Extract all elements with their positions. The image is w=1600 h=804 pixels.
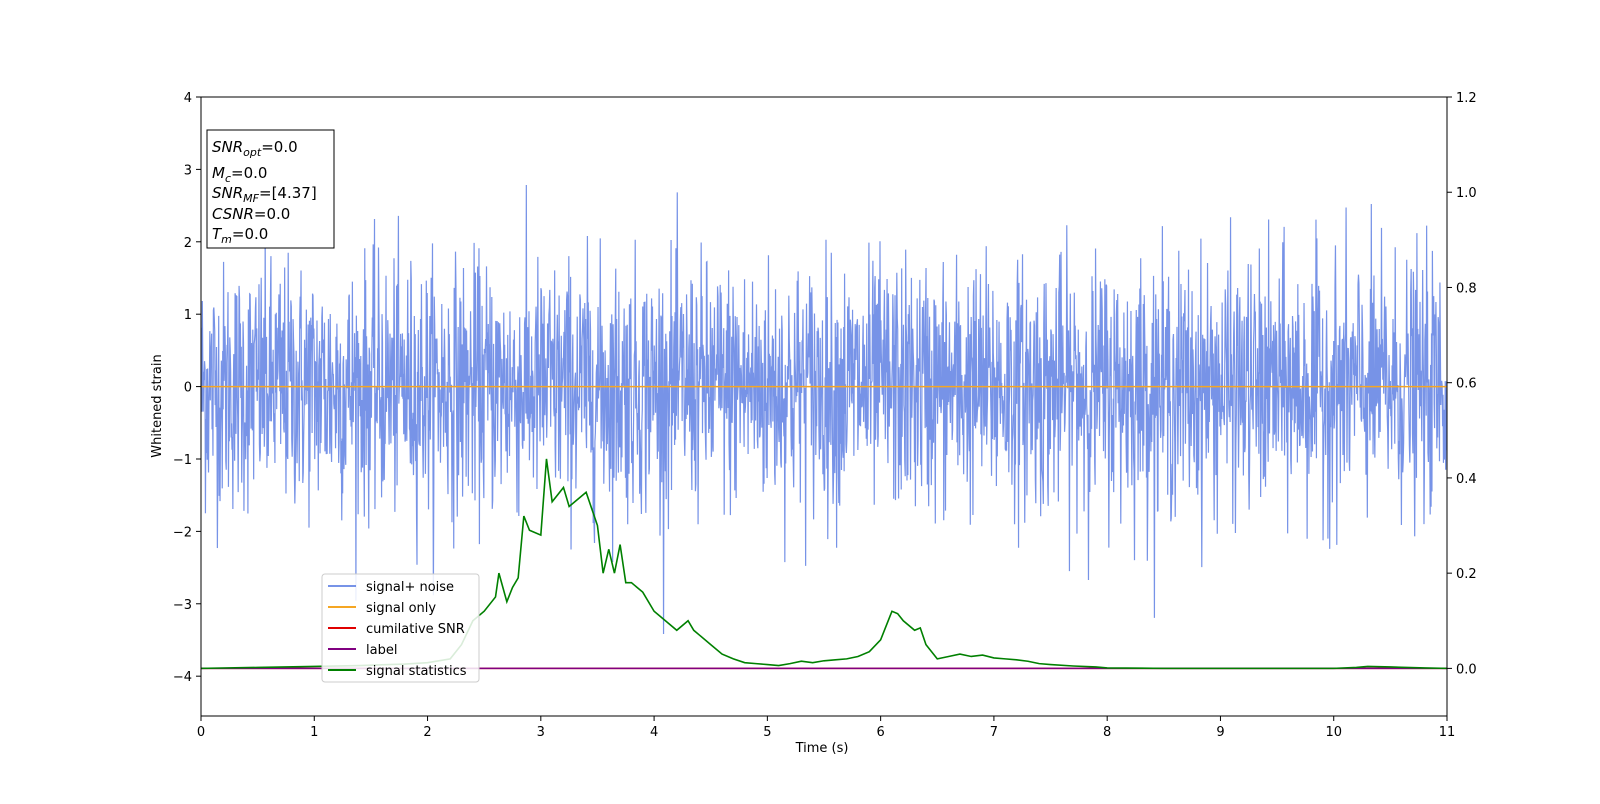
signal-plus-noise-line bbox=[201, 185, 1447, 635]
y2-tick-label: 0.8 bbox=[1456, 281, 1477, 296]
y-tick-label: 0 bbox=[184, 381, 192, 396]
y-tick-label: −1 bbox=[173, 453, 192, 468]
y-tick-label: −3 bbox=[173, 598, 192, 613]
x-tick-label: 2 bbox=[423, 725, 431, 740]
x-tick-label: 11 bbox=[1439, 725, 1456, 740]
legend-label: signal statistics bbox=[366, 664, 467, 679]
x-tick-label: 8 bbox=[1103, 725, 1111, 740]
x-tick-label: 0 bbox=[197, 725, 205, 740]
x-tick-label: 3 bbox=[537, 725, 545, 740]
y2-tick-label: 1.2 bbox=[1456, 91, 1477, 106]
y-tick-label: −2 bbox=[173, 525, 192, 540]
x-tick-label: 7 bbox=[990, 725, 998, 740]
x-tick-label: 5 bbox=[763, 725, 771, 740]
y-tick-label: 3 bbox=[184, 163, 192, 178]
axes bbox=[196, 96, 1452, 721]
legend-label: cumilative SNR bbox=[366, 622, 465, 637]
tick-labels: 0 1 2 3 4 5 6 7 8 9 10 11 −4 −3 −2 −1 0 1 2 3 4 0.0 0.2 0.4 0.6 0… bbox=[173, 91, 1477, 740]
annotation-line: SNRopt=0.0 bbox=[212, 138, 298, 159]
y-tick-label: −4 bbox=[173, 670, 192, 685]
annotation-line: Mc=0.0 bbox=[212, 164, 267, 185]
x-tick-label: 10 bbox=[1325, 725, 1342, 740]
y-axis-label: Whitened strain bbox=[150, 354, 165, 457]
annotation-line: Tm=0.0 bbox=[212, 225, 268, 246]
x-tick-label: 1 bbox=[310, 725, 318, 740]
legend-label: label bbox=[366, 643, 397, 658]
y2-tick-label: 0.0 bbox=[1456, 662, 1477, 677]
legend-label: signal only bbox=[366, 601, 436, 616]
legend-frame bbox=[321, 573, 480, 683]
signal-plus-noise-series bbox=[201, 185, 1447, 635]
annotation-line: SNRMF=[4.37] bbox=[212, 184, 317, 205]
legend: signal+ noise signal only cumilative SNR la… bbox=[321, 573, 480, 683]
y-tick-label: 1 bbox=[184, 308, 192, 323]
y2-tick-label: 1.0 bbox=[1456, 186, 1477, 201]
x-axis-label: Time (s) bbox=[795, 741, 849, 756]
plot-frame bbox=[200, 96, 1448, 717]
x-tick-label: 9 bbox=[1216, 725, 1224, 740]
y-tick-label: 2 bbox=[184, 236, 192, 251]
legend-label: signal+ noise bbox=[366, 580, 454, 595]
annotation-line: CSNR=0.0 bbox=[212, 205, 290, 223]
y2-tick-label: 0.4 bbox=[1456, 472, 1477, 487]
y2-tick-label: 0.2 bbox=[1456, 567, 1477, 582]
annotation-frame bbox=[206, 129, 335, 249]
signal-statistics-line bbox=[201, 458, 1447, 670]
x-tick-label: 4 bbox=[650, 725, 658, 740]
x-tick-label: 6 bbox=[876, 725, 884, 740]
y2-tick-label: 0.6 bbox=[1456, 377, 1477, 392]
y-tick-label: 4 bbox=[184, 91, 192, 106]
